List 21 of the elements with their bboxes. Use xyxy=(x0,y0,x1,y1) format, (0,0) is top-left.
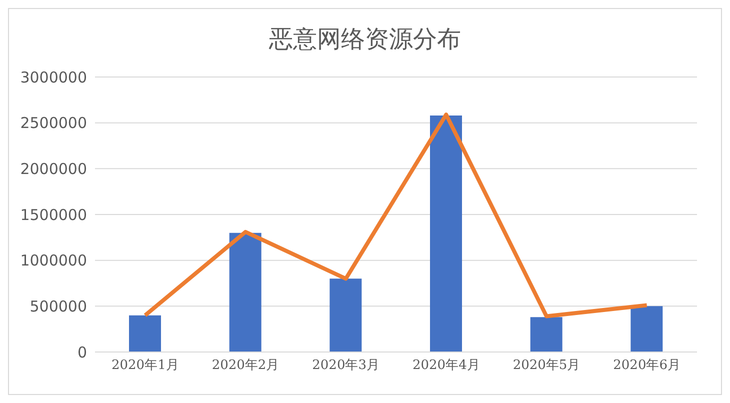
x-tick-label: 2020年5月 xyxy=(512,358,580,374)
bar xyxy=(129,315,161,352)
y-tick-label: 2000000 xyxy=(20,160,87,178)
line-series xyxy=(143,112,649,318)
y-tick-label: 3000000 xyxy=(20,68,87,86)
y-tick-label: 500000 xyxy=(30,297,87,316)
x-tick-label: 2020年6月 xyxy=(613,358,681,374)
x-tick-label: 2020年2月 xyxy=(212,358,280,374)
x-tick-label: 2020年4月 xyxy=(412,358,480,374)
y-tick-label: 1000000 xyxy=(20,252,87,270)
bar xyxy=(430,116,462,352)
bar xyxy=(530,317,562,352)
chart-title: 恶意网络资源分布 xyxy=(268,24,462,55)
y-tick-label: 1500000 xyxy=(20,206,87,224)
bar xyxy=(229,232,262,352)
bar xyxy=(330,278,362,352)
y-tick-label: 0 xyxy=(77,343,87,362)
y-tick-label: 2500000 xyxy=(20,114,87,132)
bar xyxy=(630,306,663,352)
x-tick-label: 2020年1月 xyxy=(111,358,179,374)
x-tick-label: 2020年3月 xyxy=(312,358,380,374)
